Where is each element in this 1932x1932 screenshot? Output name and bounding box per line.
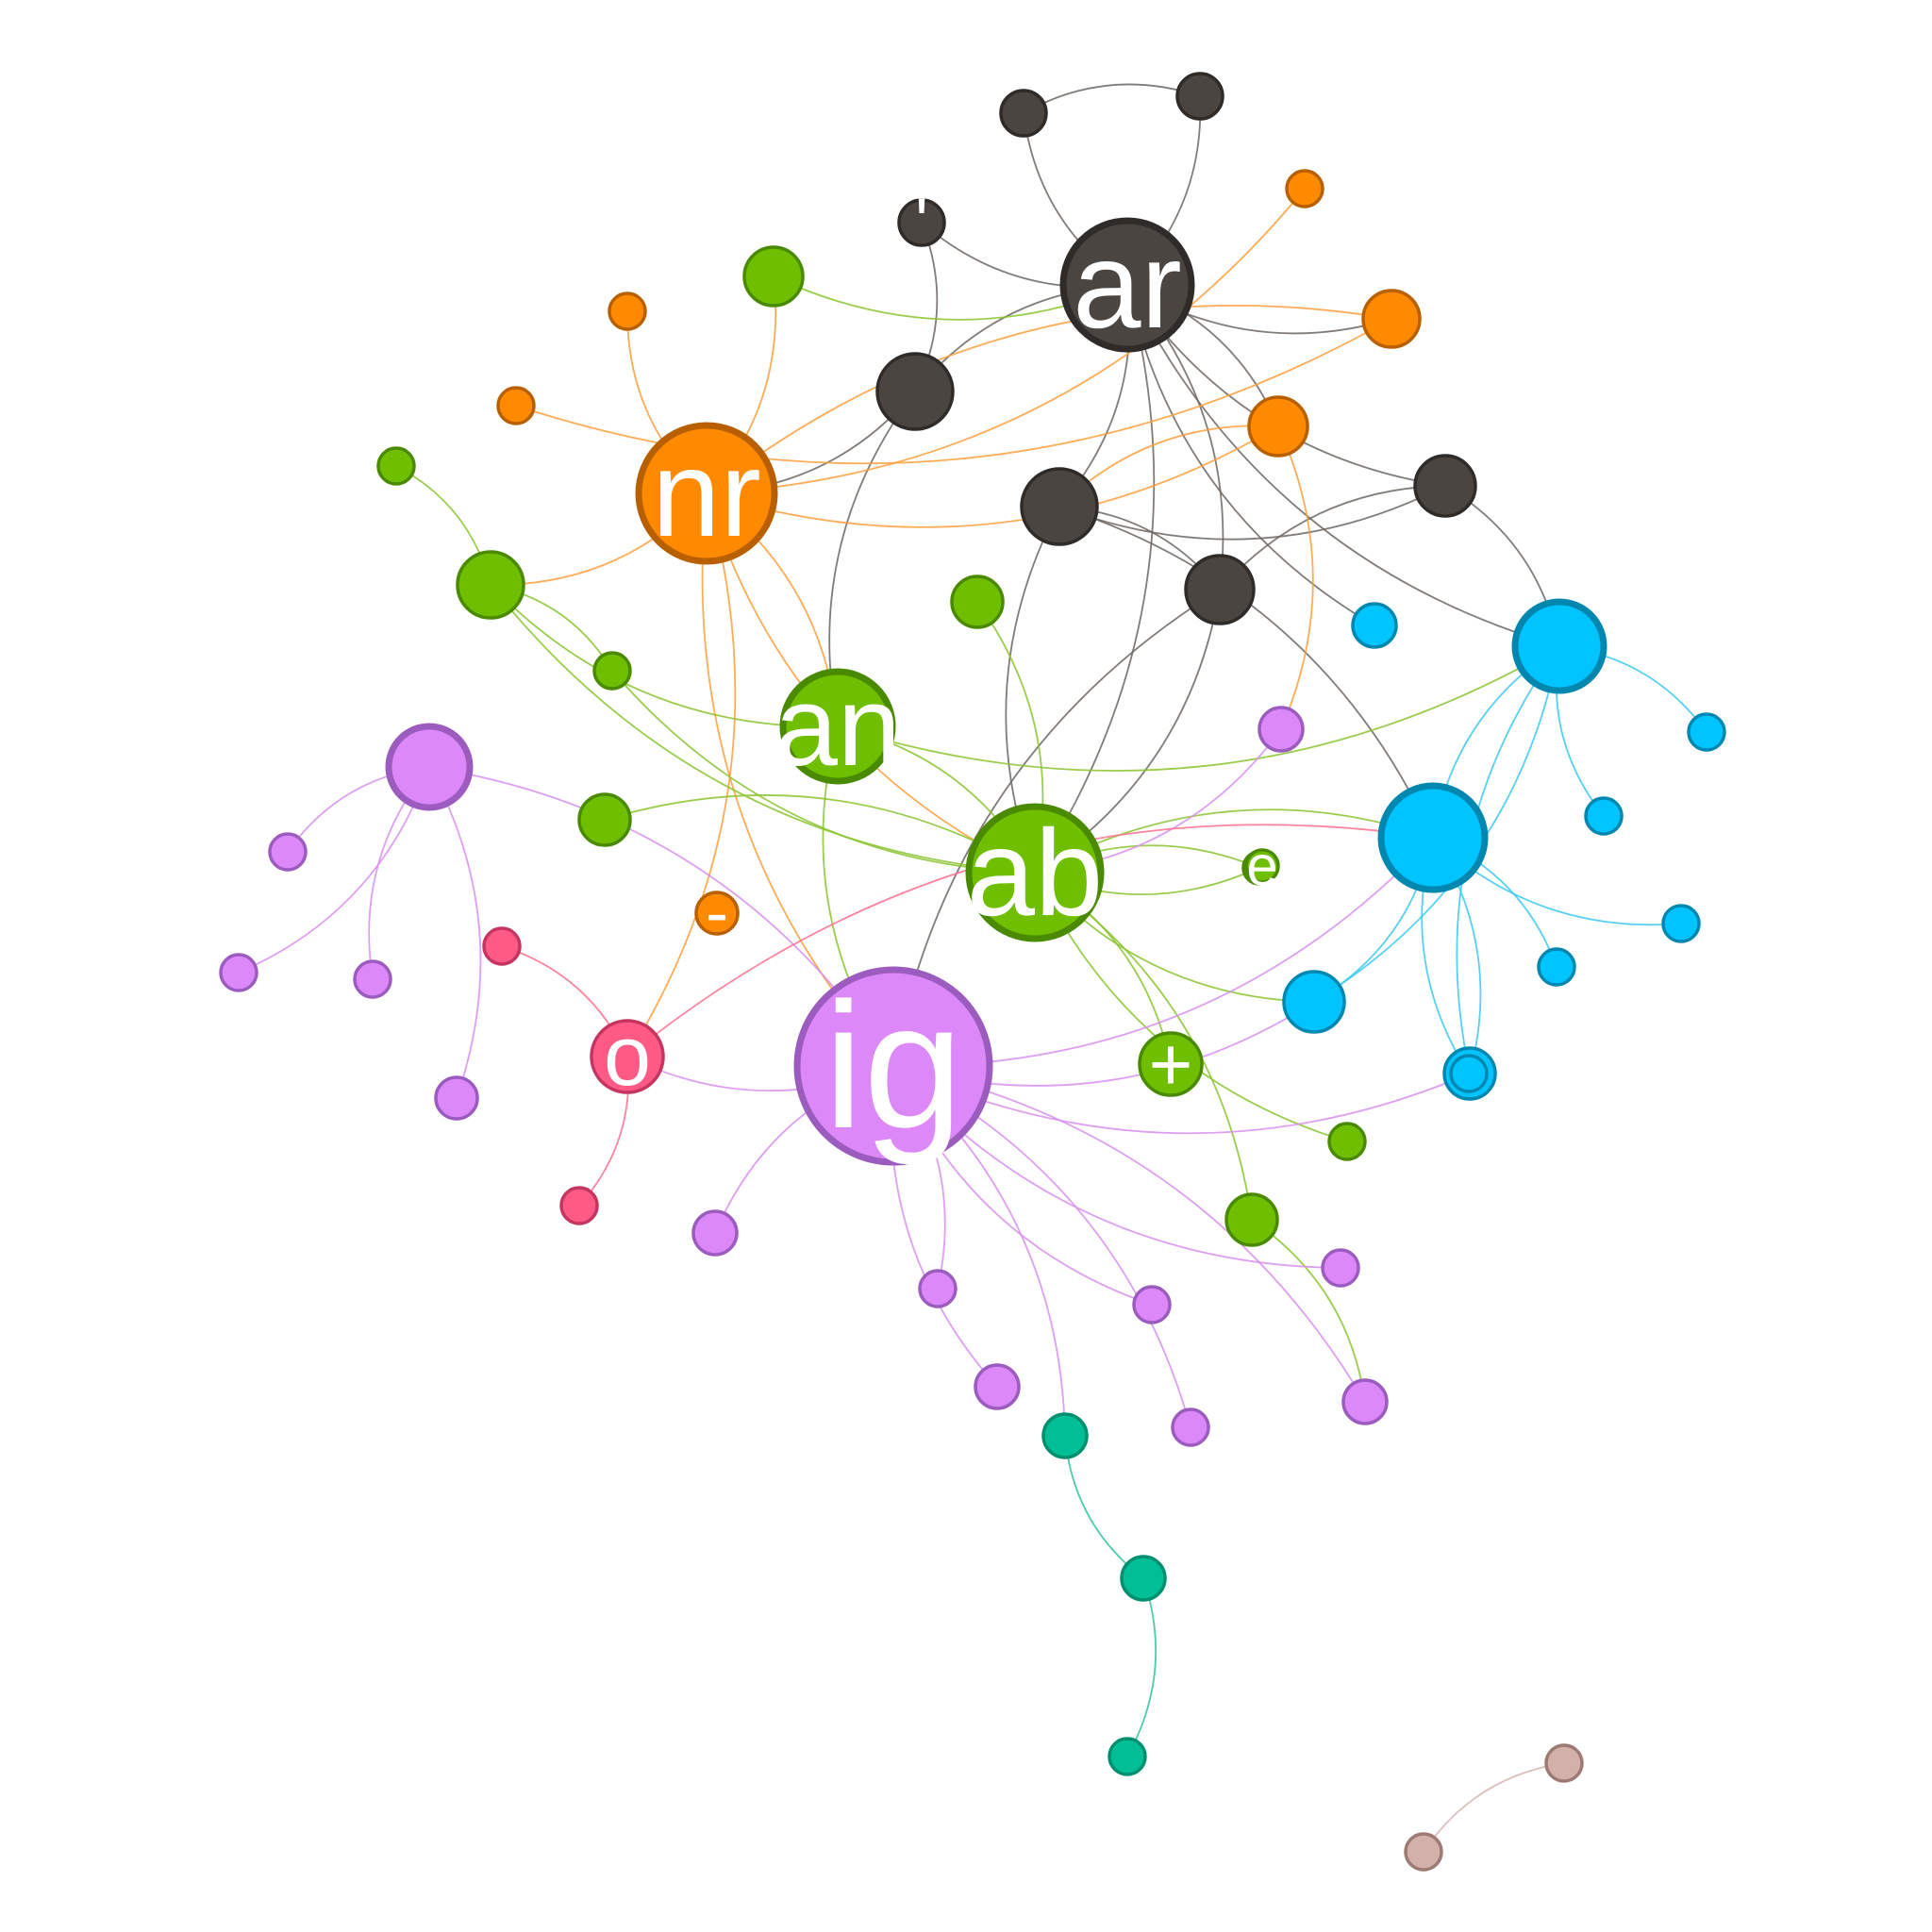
graph-node-teal[interactable] — [1120, 1555, 1167, 1602]
graph-edge — [515, 318, 1392, 465]
graph-edge — [706, 425, 1279, 528]
graph-edge — [626, 492, 737, 1058]
graph-node-green[interactable] — [1138, 1031, 1204, 1097]
graph-node-purple[interactable] — [434, 1075, 479, 1121]
node-label: ig — [824, 966, 963, 1166]
graph-node-green[interactable] — [577, 792, 632, 847]
graph-node-orange[interactable] — [1285, 169, 1324, 208]
graph-node-green[interactable] — [965, 803, 1105, 942]
graph-node-purple[interactable] — [353, 959, 392, 999]
graph-node-dark[interactable] — [1020, 467, 1099, 546]
graph-edge — [1058, 506, 1434, 839]
graph-node-green[interactable] — [376, 446, 416, 486]
graph-node-purple[interactable] — [1132, 1285, 1172, 1324]
graph-edge — [490, 584, 1036, 874]
graph-node-green[interactable] — [1224, 1192, 1279, 1247]
graph-node-dark[interactable] — [1059, 217, 1195, 353]
graph-edge — [1423, 1762, 1565, 1853]
graph-node-purple[interactable] — [918, 1269, 958, 1308]
graph-node-orange[interactable] — [635, 422, 778, 565]
graph-edge — [1126, 1577, 1158, 1757]
graph-node-teal[interactable] — [1108, 1737, 1147, 1776]
graph-node-blue[interactable] — [1282, 970, 1346, 1034]
graph-node-orange[interactable] — [1247, 395, 1309, 458]
graph-node-green[interactable] — [1327, 1122, 1367, 1161]
graph-node-orange[interactable] — [496, 386, 536, 425]
node-label: o — [604, 1009, 651, 1104]
graph-edge — [1023, 83, 1201, 114]
graph-node-orange[interactable] — [608, 291, 647, 331]
graph-edge — [1064, 1435, 1144, 1579]
graph-node-purple[interactable] — [219, 953, 258, 992]
graph-node-green[interactable] — [456, 550, 525, 620]
graph-edge — [1126, 284, 1560, 647]
node-label: ' — [915, 185, 928, 260]
graph-node-green[interactable] — [950, 575, 1005, 629]
graph-node-purple[interactable] — [691, 1209, 739, 1257]
node-label: + — [1149, 1023, 1193, 1107]
graph-node-purple[interactable] — [1257, 706, 1305, 753]
node-label: ar — [1073, 216, 1182, 354]
node-label: ab — [967, 804, 1104, 941]
graph-node-purple[interactable] — [1321, 1248, 1360, 1288]
graph-edge — [1058, 485, 1446, 541]
node-label: nr — [652, 425, 761, 562]
graph-node-pink[interactable] — [590, 1019, 665, 1094]
graph-node-green[interactable] — [779, 668, 896, 785]
node-label: an — [774, 663, 900, 790]
graph-node-teal[interactable] — [1041, 1412, 1089, 1459]
graph-node-purple[interactable] — [793, 966, 993, 1166]
graph-edge — [1034, 284, 1156, 874]
graph-edge — [706, 304, 1392, 494]
graph-node-orange[interactable] — [694, 891, 740, 936]
graph-node-green[interactable] — [592, 651, 632, 691]
graph-node-blue[interactable] — [1537, 947, 1576, 987]
node-label: e — [1246, 835, 1277, 898]
graph-node-dark[interactable] — [999, 89, 1048, 138]
graph-node-blue[interactable] — [1351, 602, 1398, 649]
graph-edge — [1251, 1219, 1366, 1403]
edge-layer — [238, 83, 1707, 1853]
graph-node-blue[interactable] — [1377, 782, 1489, 893]
graph-node-blue[interactable] — [1511, 598, 1607, 694]
node-layer — [219, 72, 1726, 1872]
graph-node-pink[interactable] — [482, 926, 522, 966]
graph-edge — [837, 645, 1560, 772]
graph-node-dark[interactable] — [1175, 72, 1224, 121]
graph-node-purple[interactable] — [1171, 1407, 1210, 1447]
graph-node-dark[interactable] — [1413, 454, 1477, 518]
graph-node-purple[interactable] — [1341, 1378, 1389, 1425]
graph-node-blue[interactable] — [1584, 796, 1624, 836]
graph-node-blue[interactable] — [1449, 1054, 1489, 1093]
graph-node-dark[interactable] — [1184, 554, 1256, 625]
graph-node-blue[interactable] — [1661, 904, 1701, 943]
graph-node-green[interactable] — [742, 245, 805, 308]
graph-node-green[interactable] — [1244, 848, 1280, 884]
graph-edge — [706, 188, 1306, 494]
graph-node-rose[interactable] — [1404, 1832, 1443, 1872]
graph-node-dark[interactable] — [875, 352, 955, 431]
graph-edge — [428, 766, 482, 1099]
graph-node-orange[interactable] — [1361, 289, 1422, 349]
graph-node-purple[interactable] — [974, 1363, 1021, 1410]
graph-node-purple[interactable] — [385, 723, 474, 811]
graph-node-rose[interactable] — [1544, 1743, 1584, 1783]
graph-node-pink[interactable] — [559, 1186, 599, 1225]
graph-node-purple[interactable] — [268, 832, 308, 872]
graph-edge — [1277, 425, 1314, 730]
graph-node-dark[interactable] — [897, 198, 946, 247]
graph-node-blue[interactable] — [1687, 712, 1726, 752]
node-label: - — [706, 875, 728, 951]
